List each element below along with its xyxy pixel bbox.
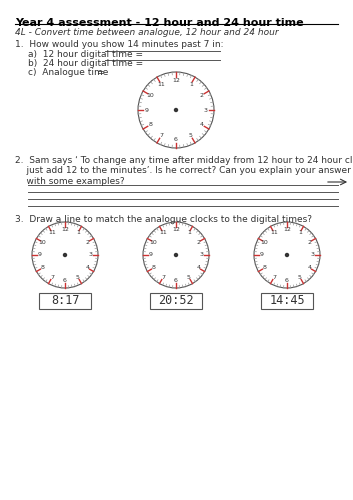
Text: 1: 1 (298, 230, 302, 235)
Text: 7: 7 (159, 133, 163, 138)
Text: 8:17: 8:17 (51, 294, 79, 308)
FancyBboxPatch shape (261, 293, 313, 309)
Text: 8: 8 (263, 266, 267, 270)
Text: 2: 2 (200, 92, 204, 98)
Circle shape (286, 254, 288, 256)
Text: 10: 10 (150, 240, 157, 244)
Text: 20:52: 20:52 (158, 294, 194, 308)
Text: 10: 10 (261, 240, 269, 244)
Text: 10: 10 (146, 92, 154, 98)
Text: 2.  Sam says ‘ To change any time after midday from 12 hour to 24 hour clock
   : 2. Sam says ‘ To change any time after m… (15, 156, 353, 186)
Text: 1.  How would you show 14 minutes past 7 in:: 1. How would you show 14 minutes past 7 … (15, 40, 223, 49)
Text: 9: 9 (148, 252, 152, 258)
Text: 2: 2 (307, 240, 311, 244)
Text: 14:45: 14:45 (269, 294, 305, 308)
Text: b)  24 hour digital time =: b) 24 hour digital time = (28, 59, 143, 68)
Text: 9: 9 (37, 252, 41, 258)
Text: 4: 4 (196, 266, 200, 270)
Text: 11: 11 (270, 230, 278, 235)
Text: 12: 12 (283, 227, 291, 232)
Text: 4L - Convert time between analogue, 12 hour and 24 hour: 4L - Convert time between analogue, 12 h… (15, 28, 279, 37)
Text: 4: 4 (200, 122, 204, 128)
Text: 7: 7 (272, 275, 276, 280)
Text: 3: 3 (89, 252, 93, 258)
Text: 9: 9 (259, 252, 263, 258)
Text: 1: 1 (76, 230, 80, 235)
Text: 5: 5 (76, 275, 80, 280)
Text: 12: 12 (61, 227, 69, 232)
Text: 7: 7 (161, 275, 165, 280)
Text: 6: 6 (285, 278, 289, 283)
Text: 1: 1 (187, 230, 191, 235)
FancyBboxPatch shape (150, 293, 202, 309)
Text: 12: 12 (172, 78, 180, 83)
Text: 8: 8 (41, 266, 44, 270)
Text: 4: 4 (307, 266, 311, 270)
Text: 11: 11 (157, 82, 165, 87)
Text: 8: 8 (148, 122, 152, 128)
Text: 6: 6 (63, 278, 67, 283)
Text: 9: 9 (144, 108, 148, 112)
Text: 4: 4 (85, 266, 89, 270)
Text: 8: 8 (152, 266, 156, 270)
Circle shape (174, 254, 178, 256)
Text: c)  Analogue time: c) Analogue time (28, 68, 108, 77)
Text: 11: 11 (159, 230, 167, 235)
Text: Year 4 assessment - 12 hour and 24 hour time: Year 4 assessment - 12 hour and 24 hour … (15, 18, 304, 28)
Text: 12: 12 (172, 227, 180, 232)
Text: a)  12 hour digital time =: a) 12 hour digital time = (28, 50, 143, 59)
FancyBboxPatch shape (39, 293, 91, 309)
Text: 2: 2 (85, 240, 89, 244)
Text: 10: 10 (39, 240, 47, 244)
Text: 5: 5 (187, 275, 191, 280)
Text: 11: 11 (48, 230, 56, 235)
Text: 3: 3 (311, 252, 315, 258)
Text: 6: 6 (174, 278, 178, 283)
Circle shape (174, 108, 178, 112)
Text: =: = (96, 68, 103, 77)
Text: 6: 6 (174, 137, 178, 142)
Text: 5: 5 (189, 133, 193, 138)
Text: 2: 2 (196, 240, 200, 244)
Text: 5: 5 (298, 275, 302, 280)
Text: 3.  Draw a line to match the analogue clocks to the digital times?: 3. Draw a line to match the analogue clo… (15, 215, 312, 224)
Circle shape (64, 254, 66, 256)
Text: 3: 3 (204, 108, 208, 112)
Text: 7: 7 (50, 275, 54, 280)
Text: 1: 1 (189, 82, 193, 87)
Text: 3: 3 (200, 252, 204, 258)
